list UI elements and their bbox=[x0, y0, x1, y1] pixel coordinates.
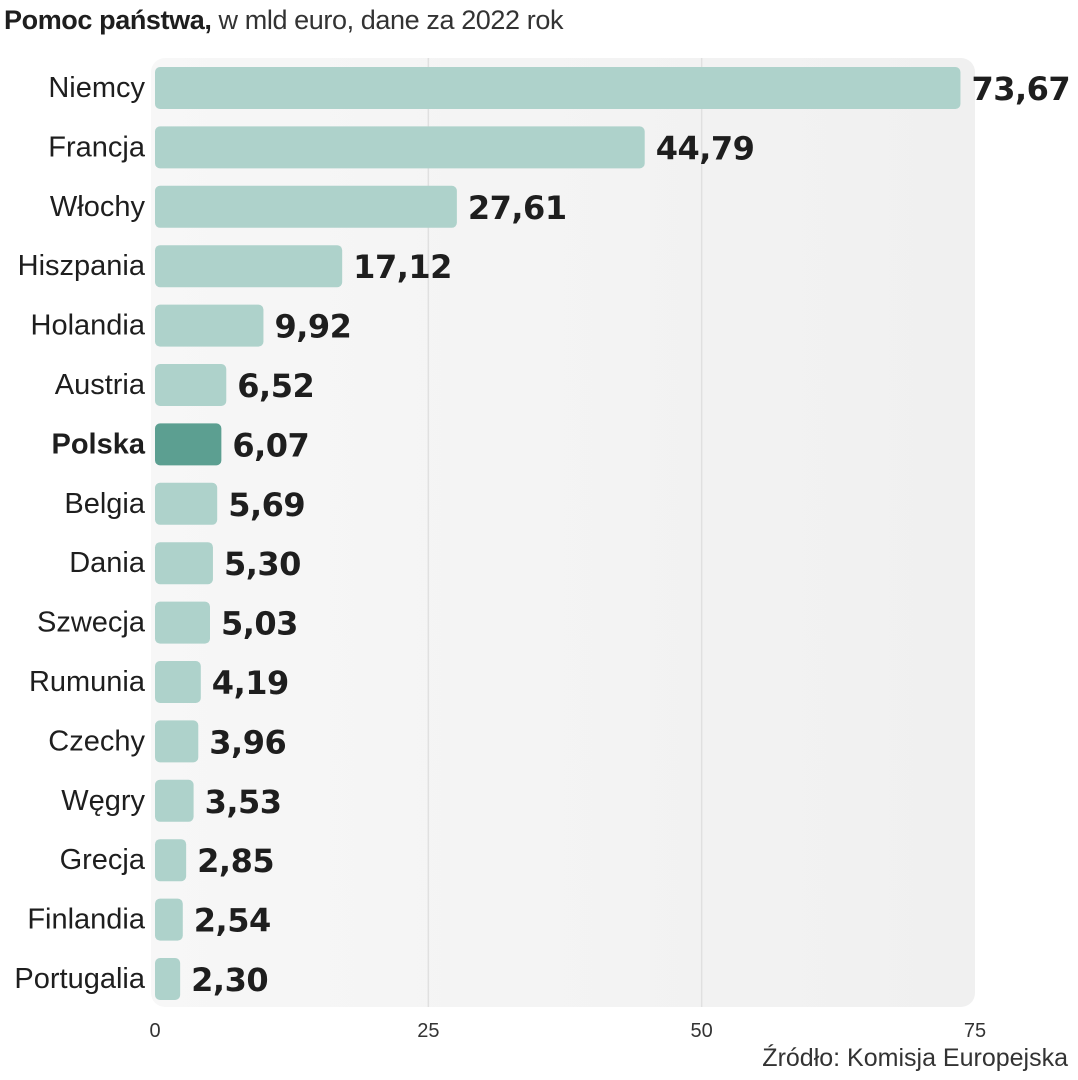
bar-1 bbox=[155, 126, 645, 169]
category-label: Dania bbox=[69, 547, 146, 579]
value-label: 3,96 bbox=[209, 723, 286, 761]
category-label: Niemcy bbox=[48, 72, 145, 104]
bar-8 bbox=[155, 542, 213, 585]
bar-0 bbox=[155, 67, 961, 109]
bar-15 bbox=[155, 958, 181, 1000]
value-label: 6,07 bbox=[232, 426, 309, 464]
category-label: Austria bbox=[55, 369, 146, 401]
chart-title: Pomoc państwa, w mld euro, dane za 2022 … bbox=[4, 2, 563, 38]
x-tick-label: 0 bbox=[149, 1020, 160, 1042]
x-tick-label: 25 bbox=[417, 1020, 439, 1042]
category-label: Rumunia bbox=[29, 666, 146, 698]
category-label: Węgry bbox=[61, 785, 145, 817]
chart-title-subtitle: w mld euro, dane za 2022 rok bbox=[211, 5, 564, 35]
bar-7 bbox=[155, 482, 218, 525]
source-note: Źródło: Komisja Europejska bbox=[762, 1044, 1068, 1072]
category-label: Holandia bbox=[31, 310, 146, 342]
chart-title-bold: Pomoc państwa, bbox=[4, 5, 212, 35]
x-tick-label: 75 bbox=[964, 1020, 986, 1042]
bar-9 bbox=[155, 601, 210, 644]
category-label: Czechy bbox=[48, 725, 145, 757]
value-label: 5,03 bbox=[221, 605, 298, 643]
bar-5 bbox=[155, 364, 227, 406]
value-label: 17,12 bbox=[353, 248, 452, 286]
value-label: 44,79 bbox=[656, 129, 755, 167]
bar-11 bbox=[155, 720, 199, 763]
category-label: Polska bbox=[52, 428, 146, 460]
plot-panel bbox=[151, 58, 975, 1007]
bar-12 bbox=[155, 779, 194, 822]
category-label: Francja bbox=[48, 131, 146, 163]
category-label: Finlandia bbox=[27, 904, 146, 936]
value-label: 2,54 bbox=[194, 902, 271, 940]
category-label: Hiszpania bbox=[18, 250, 146, 282]
value-label: 3,53 bbox=[205, 783, 282, 821]
value-label: 27,61 bbox=[468, 189, 567, 227]
value-label: 5,30 bbox=[224, 545, 301, 583]
value-label: 4,19 bbox=[212, 664, 289, 702]
bar-6 bbox=[155, 423, 222, 466]
category-label: Portugalia bbox=[14, 963, 145, 995]
category-label: Szwecja bbox=[37, 607, 146, 639]
category-label: Włochy bbox=[50, 191, 146, 223]
x-tick-label: 50 bbox=[691, 1020, 713, 1042]
value-label: 9,92 bbox=[274, 308, 351, 346]
category-label: Grecja bbox=[60, 844, 146, 876]
category-label: Belgia bbox=[64, 488, 145, 520]
bar-10 bbox=[155, 661, 201, 703]
bar-14 bbox=[155, 898, 183, 941]
bar-4 bbox=[155, 304, 264, 347]
value-label: 2,30 bbox=[191, 961, 268, 999]
bar-3 bbox=[155, 245, 343, 288]
value-label: 2,85 bbox=[197, 842, 274, 880]
value-label: 5,69 bbox=[228, 486, 305, 524]
bar-2 bbox=[155, 185, 457, 228]
bar-13 bbox=[155, 839, 187, 882]
value-label: 6,52 bbox=[237, 367, 314, 405]
value-label: 73,67 bbox=[971, 70, 1070, 108]
